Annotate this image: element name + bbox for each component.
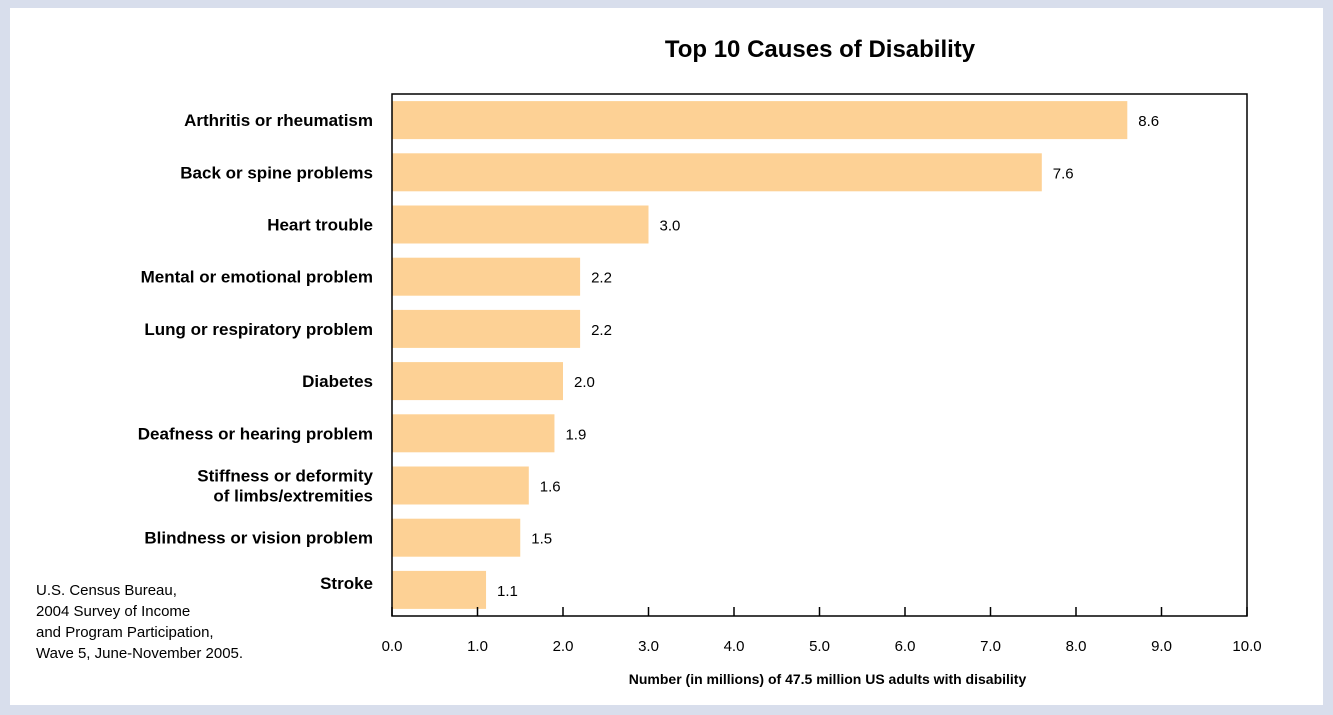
bar bbox=[392, 414, 555, 453]
value-label: 3.0 bbox=[660, 218, 681, 235]
category-label: Lung or respiratory problem bbox=[144, 320, 373, 339]
value-label: 2.2 bbox=[591, 322, 612, 339]
bar bbox=[392, 205, 649, 244]
value-label: 1.6 bbox=[540, 479, 561, 496]
x-tick-label: 8.0 bbox=[1066, 638, 1087, 655]
category-label: Back or spine problems bbox=[180, 163, 373, 182]
value-label: 2.0 bbox=[574, 374, 595, 391]
bar bbox=[392, 466, 529, 505]
source-line: Wave 5, June-November 2005. bbox=[36, 645, 244, 662]
source-line: and Program Participation, bbox=[36, 624, 214, 641]
category-label: Deafness or hearing problem bbox=[138, 424, 373, 443]
category-label: of limbs/extremities bbox=[213, 487, 373, 506]
bar bbox=[392, 309, 581, 348]
source-note: U.S. Census Bureau, 2004 Survey of Incom… bbox=[36, 580, 316, 664]
category-label: Stiffness or deformity bbox=[197, 467, 373, 486]
chart-title: Top 10 Causes of Disability bbox=[664, 36, 976, 63]
x-tick-label: 7.0 bbox=[980, 638, 1001, 655]
bar bbox=[392, 362, 563, 401]
source-line: 2004 Survey of Income bbox=[36, 603, 191, 620]
category-label: Diabetes bbox=[302, 372, 373, 391]
bar bbox=[392, 257, 581, 296]
category-label: Mental or emotional problem bbox=[141, 268, 373, 287]
value-label: 1.5 bbox=[531, 531, 552, 548]
x-tick-label: 5.0 bbox=[809, 638, 830, 655]
x-tick-label: 3.0 bbox=[638, 638, 659, 655]
x-tick-label: 1.0 bbox=[467, 638, 488, 655]
x-tick-label: 10.0 bbox=[1232, 638, 1261, 655]
bars-layer: 8.6 Arthritis or rheumatism 7.6 Back or spi… bbox=[138, 101, 1159, 609]
bar bbox=[392, 153, 1042, 192]
category-label: Blindness or vision problem bbox=[144, 529, 373, 548]
bar bbox=[392, 101, 1128, 140]
value-label: 1.9 bbox=[565, 426, 586, 443]
value-label: 1.1 bbox=[497, 583, 518, 600]
bar bbox=[392, 518, 521, 557]
value-label: 7.6 bbox=[1053, 165, 1074, 182]
x-tick-label: 6.0 bbox=[895, 638, 916, 655]
value-label: 8.6 bbox=[1138, 113, 1159, 130]
x-tick-label: 2.0 bbox=[553, 638, 574, 655]
value-label: 2.2 bbox=[591, 270, 612, 287]
source-line: U.S. Census Bureau, bbox=[36, 582, 177, 599]
x-axis-label: Number (in millions) of 47.5 million US … bbox=[629, 671, 1027, 687]
x-tick-label: 9.0 bbox=[1151, 638, 1172, 655]
category-label: Heart trouble bbox=[267, 216, 373, 235]
ticks-layer: 0.0 1.0 2.0 3.0 4.0 5.0 6.0 7.0 8.0 9.0 10.0 bbox=[382, 607, 1262, 655]
category-label: Arthritis or rheumatism bbox=[184, 111, 373, 130]
category-label: Stroke bbox=[320, 574, 373, 593]
bar bbox=[392, 570, 487, 609]
x-tick-label: 4.0 bbox=[724, 638, 745, 655]
x-tick-label: 0.0 bbox=[382, 638, 403, 655]
